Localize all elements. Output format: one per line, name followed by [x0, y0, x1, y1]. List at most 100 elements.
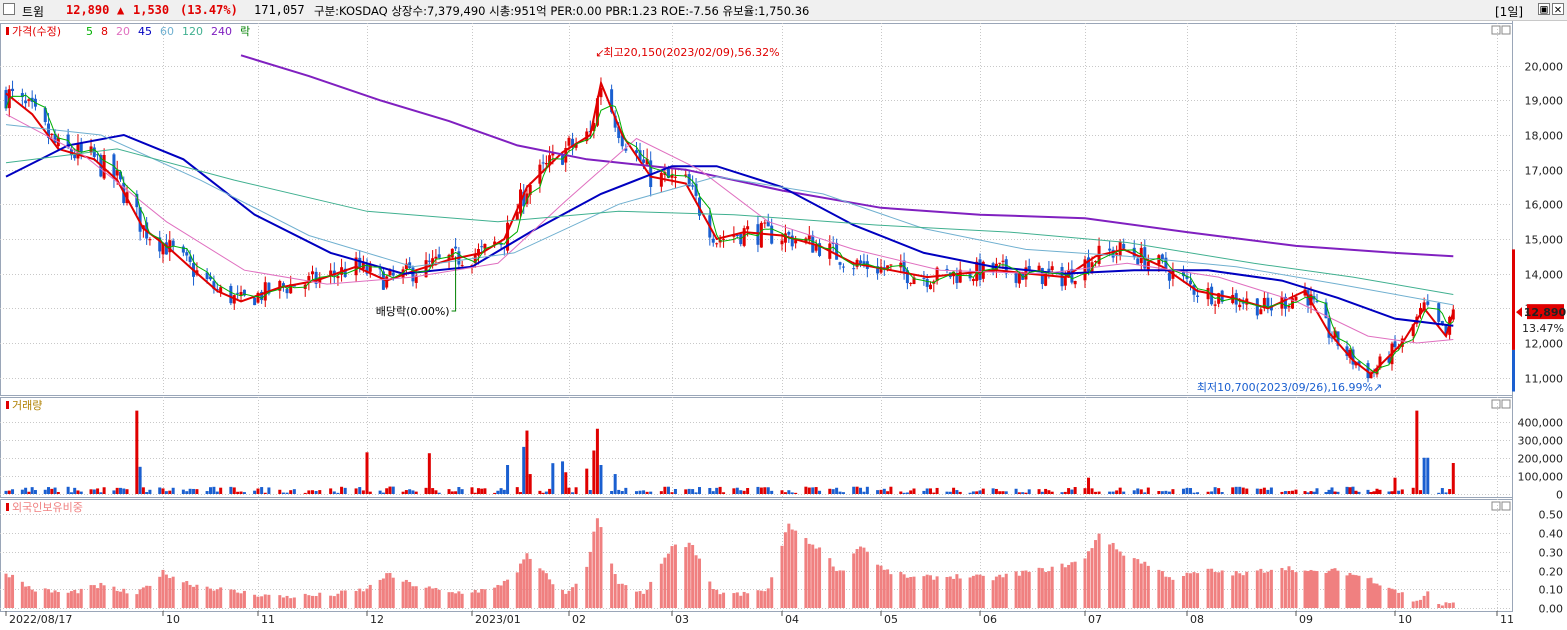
last-price-badge [1527, 304, 1564, 320]
foreign-ownership-bar [1070, 562, 1074, 608]
candle [424, 260, 428, 278]
volume-bar [1217, 488, 1221, 494]
candle [638, 150, 642, 162]
candle [267, 282, 271, 294]
price-change-pct: (13.47%) [180, 3, 238, 17]
foreign-ownership-bar [289, 598, 293, 608]
candle [955, 273, 959, 284]
volume-bar [278, 489, 282, 494]
foreign-ownership-bar [496, 584, 500, 608]
candle [905, 270, 909, 284]
foreign-ownership-bar [525, 553, 529, 608]
foreign-ownership-bar [125, 593, 129, 608]
candle [473, 254, 477, 264]
volume-bar [561, 461, 565, 494]
candle [968, 271, 972, 279]
foreign-ownership-bar [4, 573, 8, 608]
volume-bar [770, 490, 774, 494]
price-legend-item: 락 [240, 25, 250, 38]
foreign-ownership-bar [76, 593, 80, 608]
restore-icon[interactable]: ▣ [1538, 3, 1550, 15]
x-tick-label: 05 [884, 613, 898, 626]
candle [551, 153, 555, 156]
day-range-bar-down [1512, 349, 1515, 392]
candle [1348, 349, 1352, 358]
candle [138, 207, 142, 232]
candle [1238, 304, 1242, 308]
candle [715, 243, 719, 245]
period-label[interactable]: [1일] [1495, 5, 1524, 19]
foreign-ownership-bar [746, 593, 750, 608]
close-icon[interactable]: ✕ [1552, 3, 1564, 15]
candle [53, 133, 57, 143]
volume-bar [1238, 486, 1242, 494]
candle [525, 193, 529, 204]
volume-bar [404, 490, 408, 494]
foreign-ownership-bar [971, 575, 975, 608]
volume-bar [617, 489, 621, 494]
volume-bar [473, 492, 477, 494]
volume-bar [1283, 491, 1287, 494]
panel-maximize-icon[interactable] [1491, 25, 1501, 35]
volume-bar [192, 488, 196, 494]
x-tick-label: 06 [983, 613, 997, 626]
panel-close-icon[interactable] [1501, 399, 1511, 409]
volume-bar [1262, 487, 1266, 494]
price-legend-item: 20 [116, 25, 130, 38]
foreign-ownership-bar [922, 576, 926, 608]
foreign-ownership-bar [1067, 564, 1071, 608]
foreign-ownership-bar [1259, 568, 1263, 608]
foreign-ownership-bar [1397, 592, 1401, 608]
volume-bar [20, 489, 24, 494]
volume-bar [1017, 492, 1021, 494]
panel-close-icon[interactable] [1501, 501, 1511, 511]
volume-bar [1351, 486, 1355, 494]
candle [1426, 301, 1430, 305]
candle [732, 235, 736, 237]
foreign-ownership-bar [1375, 583, 1379, 608]
candle [711, 238, 715, 243]
candle [215, 289, 219, 291]
foreign-ownership-bar [1393, 589, 1397, 608]
volume-bar [457, 487, 461, 494]
panel-close-icon[interactable] [1501, 25, 1511, 35]
candle [574, 143, 578, 148]
candle [118, 171, 122, 180]
foreign-ownership-bar [112, 586, 116, 608]
foreign-ownership-bar [434, 587, 438, 608]
volume-bar [1245, 488, 1249, 494]
volume-bar [991, 488, 995, 494]
volume-bar [1280, 491, 1284, 494]
volume-bar [1324, 492, 1328, 494]
volume-bar [975, 491, 979, 494]
foreign-ownership-bar [135, 594, 139, 608]
foreign-ownership-bar [141, 587, 145, 608]
volume-bar [902, 492, 906, 494]
volume-bar [1044, 488, 1048, 494]
panel-maximize-icon[interactable] [1491, 501, 1501, 511]
foreign-ownership-bar [1132, 558, 1136, 608]
candle [889, 264, 893, 266]
volume-bar [1312, 491, 1316, 494]
foreign-ownership-bar [948, 576, 952, 608]
foreign-ownership-bar [522, 559, 526, 608]
candle [1001, 260, 1005, 262]
volume-bar [89, 489, 93, 494]
foreign-ownership-bar [411, 586, 415, 608]
volume-bar [292, 489, 296, 494]
square-checkbox-icon[interactable] [3, 3, 15, 15]
foreign-ownership-bar [595, 518, 599, 608]
up-arrow-icon: ▲ [117, 3, 125, 17]
candle [1189, 280, 1193, 285]
candle [332, 270, 336, 276]
foreign-ownership-bar [551, 584, 555, 608]
volume-bar [1189, 488, 1193, 494]
foreign-ownership-bar [188, 584, 192, 608]
stock-chart[interactable]: 20,000 19,000 18,000 17,000 16,000 15,000 14,0… [0, 21, 1567, 630]
candle [807, 235, 811, 240]
candle [766, 221, 770, 227]
panel-maximize-icon[interactable] [1491, 399, 1501, 409]
volume-bar [1073, 487, 1077, 494]
foreign-ownership-bar [1146, 565, 1150, 608]
volume-bar [168, 490, 172, 494]
